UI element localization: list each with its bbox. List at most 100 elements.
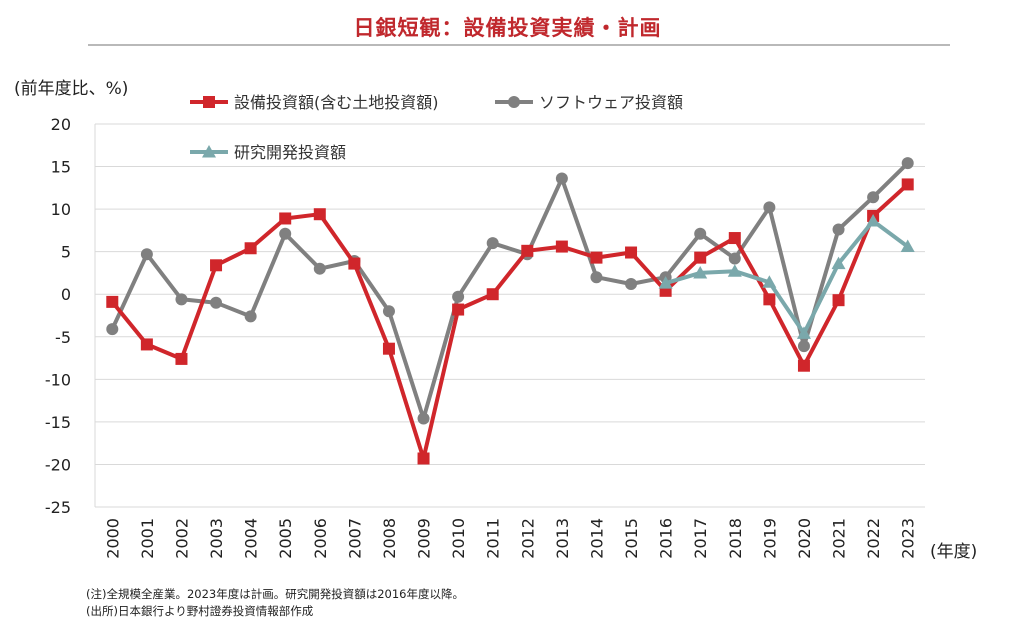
footnote-source: (出所)日本銀行より野村證券投資情報部作成: [86, 604, 314, 618]
data-point-square: [763, 293, 776, 306]
data-point-square: [203, 96, 215, 108]
data-point-square: [625, 246, 638, 259]
x-tick-label: 2006: [311, 518, 330, 559]
data-point-circle: [452, 290, 465, 303]
x-tick-label: 2022: [864, 518, 883, 559]
data-point-circle: [175, 293, 188, 306]
data-point-square: [279, 212, 292, 225]
data-point-circle: [694, 227, 707, 240]
data-point-square: [175, 352, 188, 365]
data-point-circle: [728, 252, 741, 265]
data-point-circle: [590, 271, 603, 284]
data-point-square: [797, 359, 810, 372]
data-point-circle: [244, 310, 257, 323]
data-point-circle: [279, 227, 292, 240]
data-point-square: [728, 232, 741, 245]
x-tick-label: 2005: [276, 518, 295, 559]
x-tick-label: 2002: [172, 518, 191, 559]
legend-item: 設備投資額(含む土地投資額): [190, 93, 439, 112]
data-point-circle: [106, 323, 119, 336]
y-tick-label: 5: [61, 243, 71, 262]
x-tick-label: 2023: [899, 518, 918, 559]
data-point-circle: [210, 296, 223, 309]
x-tick-label: 2013: [553, 518, 572, 559]
series-1: [106, 157, 914, 425]
series-line: [665, 219, 909, 336]
x-tick-label: 2001: [138, 518, 157, 559]
data-point-square: [521, 244, 534, 257]
legend-label: ソフトウェア投資額: [539, 93, 683, 112]
x-tick-label: 2014: [587, 518, 606, 559]
data-point-circle: [901, 157, 914, 170]
legend-item: 研究開発投資額: [190, 143, 346, 162]
data-point-square: [417, 452, 430, 465]
x-tick-label: 2016: [657, 518, 676, 559]
x-tick-label: 2018: [726, 518, 745, 559]
footnote-note: (注)全規模全産業。2023年度は計画。研究開発投資額は2016年度以降。: [86, 587, 465, 601]
x-tick-label: 2008: [380, 518, 399, 559]
data-point-circle: [867, 191, 880, 204]
x-tick-label: 2010: [449, 518, 468, 559]
data-point-circle: [797, 340, 810, 353]
legend-item: ソフトウェア投資額: [495, 93, 683, 112]
y-tick-label: -25: [45, 498, 71, 517]
data-point-triangle: [202, 145, 216, 158]
y-tick-labels: 20 15 10 5 0 -5 -10 -15 -20 -25: [45, 115, 71, 517]
data-point-square: [348, 257, 361, 270]
data-point-triangle: [796, 326, 811, 339]
x-tick-label: 2015: [622, 518, 641, 559]
data-point-square: [555, 240, 568, 253]
data-point-square: [382, 342, 395, 355]
y-tick-label: -20: [45, 455, 71, 474]
series-line: [110, 182, 910, 461]
title-divider: [88, 44, 950, 46]
data-point-square: [590, 251, 603, 264]
data-point-square: [313, 208, 326, 221]
y-tick-label: -10: [45, 370, 71, 389]
data-point-circle: [763, 201, 776, 214]
data-point-circle: [555, 172, 568, 185]
data-point-triangle: [900, 239, 915, 253]
data-point-circle: [508, 96, 520, 108]
data-point-square: [694, 251, 707, 264]
x-tick-label: 2012: [518, 518, 537, 559]
y-tick-label: 15: [51, 158, 71, 177]
y-tick-label: -5: [55, 328, 71, 347]
data-point-square: [106, 295, 119, 308]
data-point-square: [244, 242, 257, 255]
data-point-circle: [417, 412, 430, 425]
y-axis-label: (前年度比、%): [14, 79, 129, 99]
data-point-circle: [313, 262, 326, 275]
x-tick-label: 2017: [691, 518, 710, 559]
x-tick-label: 2004: [242, 518, 261, 559]
series-0: [106, 178, 914, 465]
y-tick-label: 10: [51, 200, 71, 219]
y-tick-label: 0: [61, 285, 71, 304]
data-point-circle: [832, 223, 845, 236]
data-point-triangle: [693, 265, 708, 279]
series-layer: [106, 157, 915, 465]
x-tick-label: 2009: [415, 518, 434, 559]
x-tick-label: 2007: [345, 518, 364, 559]
y-tick-label: 20: [51, 115, 71, 134]
data-point-square: [901, 178, 914, 191]
chart-title: 日銀短観：設備投資実績・計画: [353, 16, 662, 40]
x-tick-label: 2020: [795, 518, 814, 559]
x-tick-label: 2000: [103, 518, 122, 559]
data-point-triangle: [762, 275, 777, 288]
data-point-square: [452, 303, 465, 316]
data-point-square: [832, 294, 845, 307]
x-tick-label: 2011: [484, 518, 503, 559]
series-2: [658, 214, 915, 339]
legend-label: 設備投資額(含む土地投資額): [234, 93, 439, 112]
y-tick-label: -15: [45, 413, 71, 432]
legend-label: 研究開発投資額: [234, 143, 346, 162]
data-point-triangle: [831, 256, 846, 270]
x-tick-labels: 2000 2001 2002 2003 2004 2005 2006 2007 2008 2009…: [103, 518, 917, 559]
data-point-triangle: [866, 214, 881, 227]
data-point-square: [140, 338, 153, 351]
x-axis-label: (年度): [930, 542, 978, 562]
data-point-triangle: [658, 276, 673, 289]
